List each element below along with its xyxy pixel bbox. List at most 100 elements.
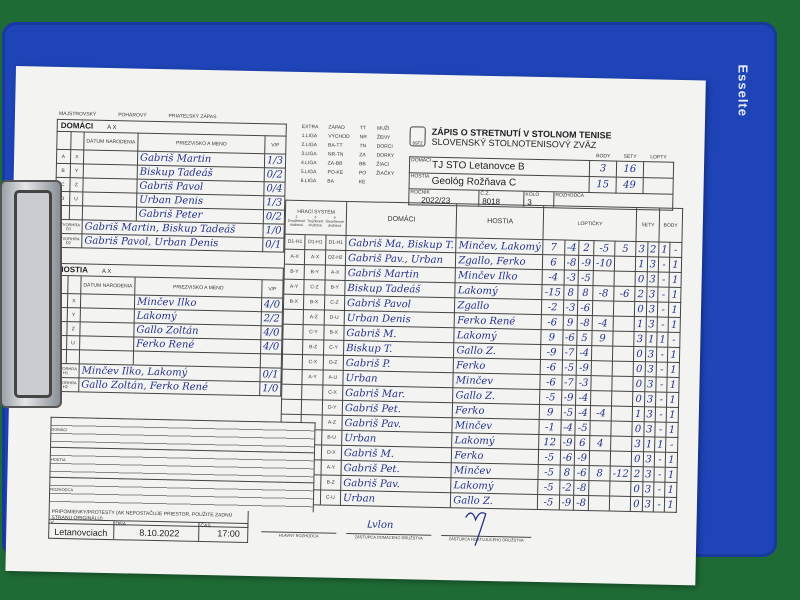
league-table: EXTRA ZÁPAD TT MUŽI 1.LIGA VÝCHOD NR ŽENY 2.LIGA… [299,122,404,187]
set-score: -6 [540,374,562,390]
set-score: -4 [575,405,591,421]
set-score [609,481,632,497]
signature-referee: HLAVNÝ ROZHODCA [261,531,337,539]
player-win-loss: 0/4 [263,181,286,197]
clipboard-clip [0,180,62,408]
match-point: 1 [665,467,677,483]
set-score: -6 [559,449,575,466]
player-win-loss: 4/0 [261,297,283,313]
player-win-loss: 1/3 [263,195,285,211]
sets-won: 3 [645,316,658,332]
set-score: -4 [592,315,614,332]
sets-won: 3 [645,346,657,362]
match-point: - [657,271,670,288]
set-score [589,450,611,467]
guest-sets: 49 [616,176,643,194]
set-score: -9 [561,389,577,406]
set-score: 6 [574,435,590,451]
set-score: -4 [575,390,591,406]
set-score [613,316,635,332]
set-score [588,495,610,512]
match-point: 1 [666,407,679,423]
set-score: -6 [562,330,578,346]
match-type-cup: POHÁROVÝ [118,112,147,119]
sets-won: 3 [646,256,659,272]
date: 8.10.2022 [139,527,180,539]
set-score: -4 [590,405,612,422]
set-score: 6 [542,254,565,271]
match-point: 1 [658,242,671,258]
sets-won: 0 [635,271,647,287]
match-point: - [653,496,665,513]
set-score: -6 [613,286,636,302]
match-point: - [669,242,682,258]
home-team-roster: DOMÁCI A X DÁTUM NARODENIA PRIEZVISKO A MEN… [54,118,287,253]
set-score: -5 [560,404,576,421]
sets-won: 0 [633,361,646,377]
set-score: 9 [591,330,614,347]
player-win-loss: 4/0 [260,339,282,355]
sets-won: 0 [632,391,645,407]
match-point: 1 [669,272,682,288]
match-point: - [657,301,670,318]
place-date-time: V Letanovciach DŇA 8.10.2022 ČAS 17:00 [48,518,249,543]
set-score: -9 [576,360,592,376]
sets-won: 3 [642,466,655,482]
set-score: -4 [564,240,580,256]
set-score: -7 [561,345,578,361]
guest-signature-mark [465,512,487,546]
player-win-loss: 2/2 [261,311,283,327]
set-score: 8 [559,464,575,481]
clipboard-brand: Esselte [736,64,751,117]
set-score: -6 [577,300,593,316]
col-vp: V/P [264,135,287,155]
match-point: - [657,286,670,303]
doubles-win-loss: 1/0 [262,223,285,239]
set-score: -9 [560,434,576,451]
match-point: 1 [667,347,680,363]
sets-won: 3 [645,301,658,317]
match-point: - [653,466,666,483]
set-score: -5 [561,359,577,376]
set-score: 9 [562,315,578,331]
league-row: 6.LIGA BA KE [300,177,366,185]
sets-won: 3 [641,496,654,512]
player-win-loss: 0/2 [263,209,285,225]
home-sets: 16 [616,160,644,178]
time: 17:00 [217,528,240,539]
sets-won: 3 [635,241,648,257]
sets-won: 2 [634,286,647,302]
set-score: 8 [577,285,594,301]
match-point: 1 [654,436,667,453]
set-score: -5 [578,270,594,286]
player-win-loss: 1/3 [264,153,286,169]
set-score: 5 [614,241,637,257]
match-point: - [657,316,669,333]
sets-won: 0 [633,376,645,392]
set-score [614,256,636,272]
sets-won: 3 [646,286,658,302]
set-score: -8 [577,315,593,331]
home-signature-mark: ᒪvlon [366,519,394,532]
set-score: -1 [539,419,561,435]
sets-won: 0 [633,346,646,362]
sets-won: 0 [630,481,643,497]
player-win-loss: 0/2 [264,167,286,183]
sets-won: 3 [642,481,654,497]
set-score [591,360,613,377]
sets-won: 0 [634,301,647,317]
match-point: 1 [665,452,678,468]
sstz-logo: SSTZ [409,126,426,147]
set-score: -9 [578,255,594,271]
set-score: 8 [563,285,579,301]
set-score: -6 [541,314,563,331]
doubles-win-loss: 0/1 [262,237,284,253]
player-win-loss: 4/0 [260,325,283,341]
record-header: SSTZ ZÁPIS O STRETNUTÍ V STOLNOM TENISE … [408,126,675,211]
match-point: 1 [666,392,679,408]
sets-won: 1 [634,316,646,332]
set-score: -8 [592,285,615,302]
set-score: -9 [574,450,590,466]
set-score: -3 [563,270,579,286]
col-birthdate: DÁTUM NARODENIA [83,131,139,152]
